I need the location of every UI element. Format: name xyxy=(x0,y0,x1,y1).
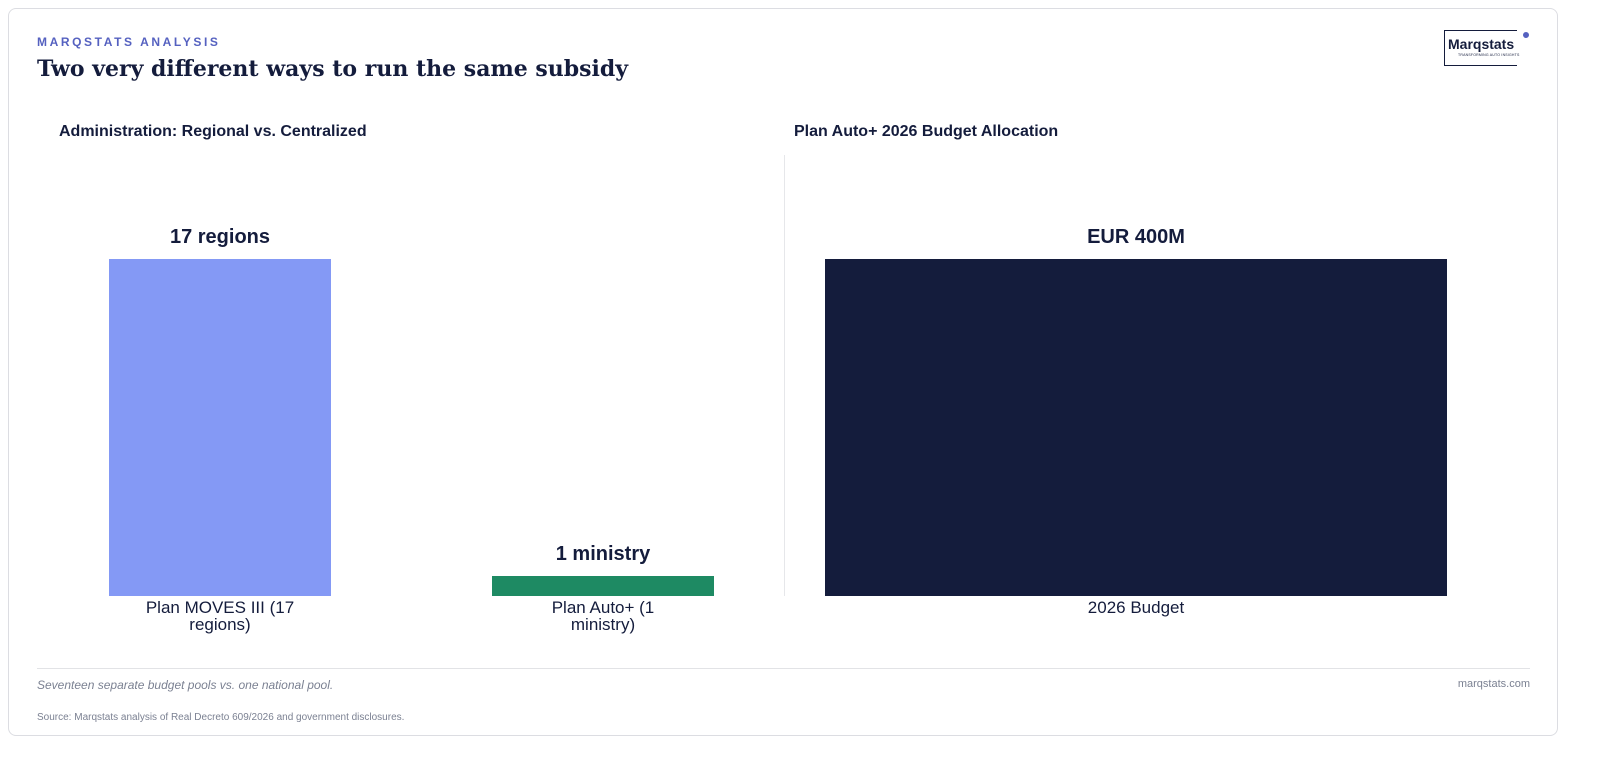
page-title: Two very different ways to run the same … xyxy=(37,56,629,82)
footer-note: Seventeen separate budget pools vs. one … xyxy=(37,678,334,692)
card xyxy=(8,8,1558,736)
x-tick-label: Plan Auto+ (1 ministry) xyxy=(551,598,655,634)
footer-rule xyxy=(37,668,1530,669)
footer-site: marqstats.com xyxy=(1457,678,1530,690)
kicker: MARQSTATS ANALYSIS xyxy=(37,35,221,49)
bar xyxy=(491,576,715,596)
value-label: 1 ministry xyxy=(555,543,651,566)
divider xyxy=(784,155,785,596)
chart-title: Administration: Regional vs. Centralized xyxy=(59,123,367,140)
x-tick-label: 2026 Budget xyxy=(1087,598,1185,617)
logo-frame xyxy=(1444,30,1517,66)
logo-name: Marqstats xyxy=(1448,36,1515,52)
logo-tagline: TRANSFORMING AUTO INSIGHTS xyxy=(1458,53,1520,57)
x-tick-label: Plan MOVES III (17 regions) xyxy=(145,598,295,634)
chart-title: Plan Auto+ 2026 Budget Allocation xyxy=(794,123,1059,140)
footer-source: Source: Marqstats analysis of Real Decre… xyxy=(37,712,405,723)
value-label: EUR 400M xyxy=(1087,226,1185,248)
logo-dot xyxy=(1523,32,1529,38)
bar xyxy=(108,259,332,596)
bar xyxy=(824,259,1448,596)
value-label: 17 regions xyxy=(169,226,271,248)
